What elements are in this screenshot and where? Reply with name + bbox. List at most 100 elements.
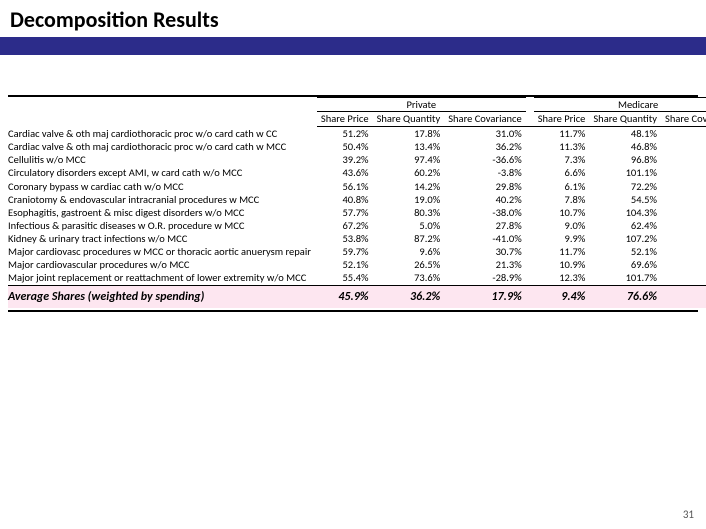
col-priv-price: Share Price <box>317 112 373 127</box>
row-med-price: 6.1% <box>534 180 590 193</box>
row-priv-qty: 9.6% <box>373 245 445 258</box>
spacer <box>526 153 534 166</box>
spacer <box>526 180 534 193</box>
spacer <box>526 166 534 179</box>
table-row: Craniotomy & endovascular intracranial p… <box>8 193 706 206</box>
row-med-cov: 28.6% <box>661 219 706 232</box>
row-med-price: 7.8% <box>534 193 590 206</box>
row-label: Cardiac valve & oth maj cardiothoracic p… <box>8 140 317 153</box>
row-med-qty: 69.6% <box>589 258 661 271</box>
row-med-cov: 41.8% <box>661 140 706 153</box>
row-med-qty: 72.2% <box>589 180 661 193</box>
avg-priv-cov: 17.9% <box>444 285 525 308</box>
row-med-qty: 101.1% <box>589 166 661 179</box>
table-row: Infectious & parasitic diseases w O.R. p… <box>8 219 706 232</box>
content-area: Private Medicare Share Price Share Quant… <box>0 55 706 312</box>
row-priv-price: 67.2% <box>317 219 373 232</box>
row-label: Craniotomy & endovascular intracranial p… <box>8 193 317 206</box>
column-header-row: Share Price Share Quantity Share Covaria… <box>8 112 706 127</box>
row-med-cov: -15.0% <box>661 206 706 219</box>
avg-priv-qty: 36.2% <box>373 285 445 308</box>
row-priv-qty: 87.2% <box>373 232 445 245</box>
row-priv-price: 55.4% <box>317 271 373 285</box>
row-med-qty: 96.8% <box>589 153 661 166</box>
row-priv-price: 40.8% <box>317 193 373 206</box>
spacer <box>526 271 534 285</box>
spacer <box>526 206 534 219</box>
row-label: Circulatory disorders except AMI, w card… <box>8 166 317 179</box>
col-priv-cov: Share Covariance <box>444 112 525 127</box>
row-priv-qty: 60.2% <box>373 166 445 179</box>
row-priv-price: 51.2% <box>317 127 373 141</box>
row-priv-cov: -36.6% <box>444 153 525 166</box>
row-priv-cov: -41.0% <box>444 232 525 245</box>
spacer <box>526 140 534 153</box>
spacer <box>526 232 534 245</box>
row-priv-price: 56.1% <box>317 180 373 193</box>
row-med-price: 7.3% <box>534 153 590 166</box>
table-row: Cellulitis w/o MCC39.2%97.4%-36.6% 7.3%96… <box>8 153 706 166</box>
row-priv-qty: 13.4% <box>373 140 445 153</box>
row-priv-cov: 21.3% <box>444 258 525 271</box>
row-priv-cov: -3.8% <box>444 166 525 179</box>
col-med-qty: Share Quantity <box>589 112 661 127</box>
spacer <box>526 258 534 271</box>
table-row: Cardiac valve & oth maj cardiothoracic p… <box>8 127 706 141</box>
row-priv-cov: 29.8% <box>444 180 525 193</box>
row-label: Kidney & urinary tract infections w/o MC… <box>8 232 317 245</box>
avg-priv-price: 45.9% <box>317 285 373 308</box>
results-table: Private Medicare Share Price Share Quant… <box>8 97 706 308</box>
row-priv-price: 39.2% <box>317 153 373 166</box>
row-med-qty: 48.1% <box>589 127 661 141</box>
table-row: Esophagitis, gastroent & misc digest dis… <box>8 206 706 219</box>
row-priv-cov: 31.0% <box>444 127 525 141</box>
row-priv-cov: -28.9% <box>444 271 525 285</box>
row-med-qty: 54.5% <box>589 193 661 206</box>
row-label: Major cardiovasc procedures w MCC or tho… <box>8 245 317 258</box>
row-priv-price: 43.6% <box>317 166 373 179</box>
row-med-price: 10.9% <box>534 258 590 271</box>
spacer <box>526 245 534 258</box>
row-med-cov: 21.7% <box>661 180 706 193</box>
row-priv-cov: 36.2% <box>444 140 525 153</box>
row-med-cov: 36.3% <box>661 245 706 258</box>
col-med-cov: Share Covariance <box>661 112 706 127</box>
row-label: Major cardiovascular procedures w/o MCC <box>8 258 317 271</box>
row-priv-price: 50.4% <box>317 140 373 153</box>
row-label: Cellulitis w/o MCC <box>8 153 317 166</box>
row-priv-cov: -38.0% <box>444 206 525 219</box>
col-med-price: Share Price <box>534 112 590 127</box>
table-row: Kidney & urinary tract infections w/o MC… <box>8 232 706 245</box>
row-med-cov: 19.5% <box>661 258 706 271</box>
row-med-price: 12.3% <box>534 271 590 285</box>
row-med-cov: -14.0% <box>661 271 706 285</box>
row-med-price: 9.9% <box>534 232 590 245</box>
row-priv-qty: 19.0% <box>373 193 445 206</box>
row-med-cov: -7.7% <box>661 166 706 179</box>
avg-med-qty: 76.6% <box>589 285 661 308</box>
row-label: Major joint replacement or reattachment … <box>8 271 317 285</box>
group-private: Private <box>317 98 526 112</box>
row-med-qty: 104.3% <box>589 206 661 219</box>
row-med-price: 6.6% <box>534 166 590 179</box>
row-med-qty: 101.7% <box>589 271 661 285</box>
average-row: Average Shares (weighted by spending) 45… <box>8 285 706 308</box>
avg-label: Average Shares (weighted by spending) <box>8 285 317 308</box>
row-med-qty: 107.2% <box>589 232 661 245</box>
row-priv-price: 59.7% <box>317 245 373 258</box>
row-priv-cov: 40.2% <box>444 193 525 206</box>
row-priv-qty: 14.2% <box>373 180 445 193</box>
row-med-cov: 40.3% <box>661 127 706 141</box>
avg-med-price: 9.4% <box>534 285 590 308</box>
row-priv-qty: 97.4% <box>373 153 445 166</box>
table-row: Circulatory disorders except AMI, w card… <box>8 166 706 179</box>
row-priv-qty: 5.0% <box>373 219 445 232</box>
row-med-price: 11.3% <box>534 140 590 153</box>
row-priv-qty: 26.5% <box>373 258 445 271</box>
spacer <box>526 219 534 232</box>
row-priv-price: 52.1% <box>317 258 373 271</box>
row-med-price: 11.7% <box>534 127 590 141</box>
table-row: Cardiac valve & oth maj cardiothoracic p… <box>8 140 706 153</box>
row-med-price: 10.7% <box>534 206 590 219</box>
row-med-qty: 62.4% <box>589 219 661 232</box>
